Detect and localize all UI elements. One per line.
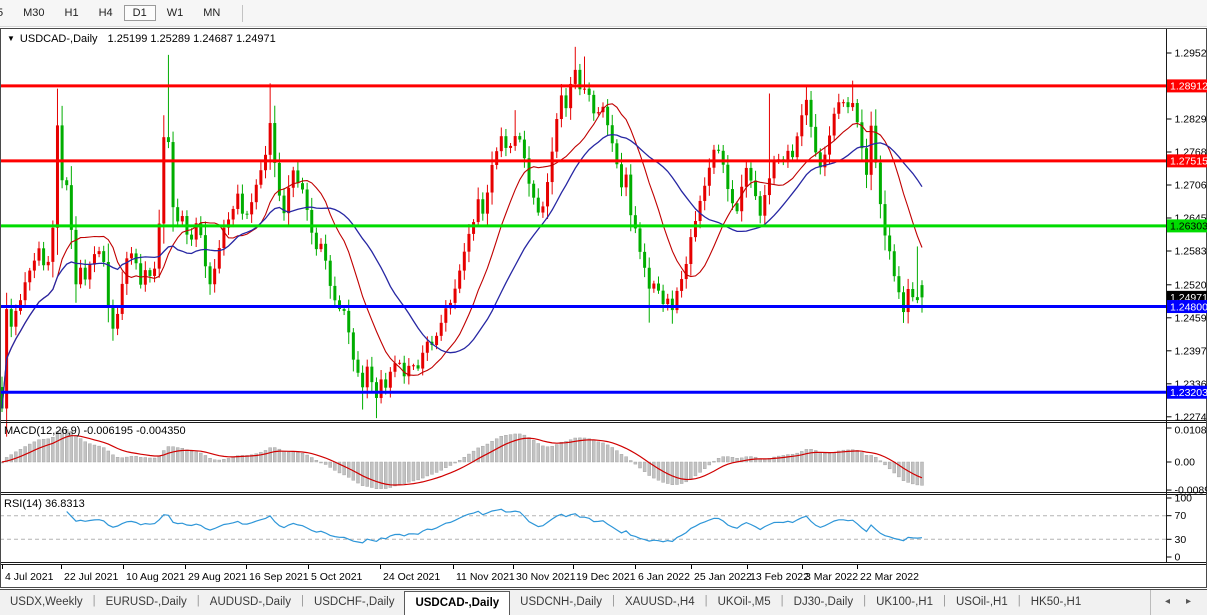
svg-text:16 Sep 2021: 16 Sep 2021	[249, 571, 309, 583]
price-badge-1.28912: 1.28912	[1167, 79, 1207, 93]
svg-text:0.00: 0.00	[1175, 457, 1196, 469]
rsi-line	[66, 508, 923, 544]
timeframe-button-m30[interactable]: M30	[23, 7, 45, 19]
svg-text:1.29525: 1.29525	[1175, 48, 1207, 60]
chart-window: 1.295251.282951.276801.270651.264501.258…	[0, 28, 1207, 615]
tab-scroll-right-icon[interactable]: ▸	[1185, 596, 1191, 607]
timeframe-button-d1[interactable]: D1	[123, 5, 156, 21]
svg-text:30: 30	[1175, 534, 1187, 546]
symbol-tab-usoil-h1[interactable]: USOil-,H1	[955, 596, 1008, 608]
svg-text:1.26303: 1.26303	[1170, 221, 1207, 233]
svg-text:1.28912: 1.28912	[1170, 81, 1207, 93]
svg-text:0: 0	[1175, 552, 1181, 564]
svg-text:1.24800: 1.24800	[1170, 301, 1207, 313]
timeframe-button-mn[interactable]: MN	[203, 7, 221, 19]
moving-average-13	[1, 103, 923, 409]
svg-text:1.23975: 1.23975	[1175, 345, 1207, 357]
tab-scroll-left-icon[interactable]: ◂	[1164, 596, 1170, 607]
tab-scroll-arrows: ◂ ▸	[1149, 590, 1207, 615]
price-badge-1.23203: 1.23203	[1167, 385, 1207, 399]
svg-text:1.28295: 1.28295	[1175, 114, 1207, 126]
svg-text:1.25835: 1.25835	[1175, 246, 1207, 258]
tab-separator: |	[611, 595, 615, 607]
date-axis[interactable]: 4 Jul 2021 22 Jul 2021 10 Aug 2021 29 Aug 2…	[2, 565, 920, 583]
svg-text:19 Dec 2021: 19 Dec 2021	[576, 571, 636, 583]
panel-borders	[0, 28, 1207, 588]
toolbar-divider	[242, 4, 244, 22]
timeframe-toolbar: 5 M30 H1 H4 D1 W1 MN	[0, 0, 1207, 27]
svg-text:-0.008974: -0.008974	[1175, 485, 1207, 497]
svg-text:29 Aug 2021: 29 Aug 2021	[188, 571, 247, 583]
tab-separator: |	[92, 595, 96, 607]
svg-text:5 Oct 2021: 5 Oct 2021	[311, 571, 363, 583]
svg-text:6 Jan 2022: 6 Jan 2022	[638, 571, 690, 583]
symbol-tab-bar: USDX,Weekly | EURUSD-,Daily | AUDUSD-,Daily |…	[0, 589, 1207, 615]
tab-separator: |	[704, 595, 708, 607]
tab-separator: |	[780, 595, 784, 607]
svg-text:70: 70	[1175, 510, 1187, 522]
horizontal-levels-layer	[0, 84, 1167, 394]
svg-text:1.25205: 1.25205	[1175, 279, 1207, 291]
svg-text:13 Feb 2022: 13 Feb 2022	[750, 571, 809, 583]
moving-average-26	[1, 133, 923, 409]
symbol-tab-audusd-daily[interactable]: AUDUSD-,Daily	[209, 596, 291, 608]
svg-text:22 Mar 2022: 22 Mar 2022	[860, 571, 919, 583]
tab-separator: |	[942, 595, 946, 607]
tab-separator: |	[300, 595, 304, 607]
symbol-tab-dj30-daily[interactable]: DJ30-,Daily	[793, 596, 854, 608]
symbol-tab-usdchf-daily[interactable]: USDCHF-,Daily	[313, 596, 395, 608]
symbol-tab-usdcad-daily[interactable]: USDCAD-,Daily	[404, 591, 511, 615]
symbol-tab-usdcnh-daily[interactable]: USDCNH-,Daily	[520, 596, 602, 608]
svg-text:25 Jan 2022: 25 Jan 2022	[694, 571, 752, 583]
price-badge-1.27515: 1.27515	[1167, 154, 1207, 168]
svg-text:22 Jul 2021: 22 Jul 2021	[64, 571, 118, 583]
price-badge-1.24800: 1.24800	[1167, 300, 1207, 313]
svg-text:1.27515: 1.27515	[1170, 156, 1207, 168]
macd-signal-line	[1, 435, 923, 486]
symbol-tab-eurusd-daily[interactable]: EURUSD-,Daily	[105, 596, 187, 608]
timeframe-buttons: 5 M30 H1 H4 D1 W1 MN	[0, 5, 230, 21]
chart-canvas[interactable]: 1.295251.282951.276801.270651.264501.258…	[0, 28, 1207, 589]
svg-text:3 Mar 2022: 3 Mar 2022	[805, 571, 858, 583]
tab-separator: |	[1017, 595, 1021, 607]
symbol-tab-hk50-h1[interactable]: HK50-,H1	[1030, 596, 1082, 608]
svg-text:11 Nov 2021: 11 Nov 2021	[456, 571, 515, 583]
macd-histogram	[0, 429, 924, 489]
symbol-tabs: USDX,Weekly | EURUSD-,Daily | AUDUSD-,Daily |…	[0, 590, 1091, 615]
candles-layer	[0, 46, 924, 437]
symbol-tab-usdx-weekly[interactable]: USDX,Weekly	[10, 596, 83, 608]
timeframe-button-5[interactable]: 5	[0, 7, 4, 19]
symbol-tab-xauusd-h4[interactable]: XAUUSD-,H4	[624, 596, 695, 608]
svg-text:0.010869: 0.010869	[1175, 425, 1207, 437]
tab-separator: |	[196, 595, 200, 607]
svg-text:1.22745: 1.22745	[1175, 411, 1207, 423]
price-badge-1.26303: 1.26303	[1167, 219, 1207, 233]
timeframe-button-h4[interactable]: H4	[98, 7, 113, 19]
timeframe-button-w1[interactable]: W1	[166, 7, 184, 19]
svg-text:24 Oct 2021: 24 Oct 2021	[383, 571, 440, 583]
svg-text:10 Aug 2021: 10 Aug 2021	[126, 571, 185, 583]
svg-text:4 Jul 2021: 4 Jul 2021	[5, 571, 54, 583]
symbol-tab-uk100-h1[interactable]: UK100-,H1	[876, 596, 933, 608]
svg-text:100: 100	[1175, 493, 1193, 505]
timeframe-button-h1[interactable]: H1	[64, 7, 79, 19]
symbol-tab-ukoil-m5[interactable]: UKOil-,M5	[717, 596, 771, 608]
price-axis[interactable]: 1.295251.282951.276801.270651.264501.258…	[1166, 48, 1207, 564]
svg-text:30 Nov 2021: 30 Nov 2021	[516, 571, 576, 583]
svg-text:1.24590: 1.24590	[1175, 312, 1207, 324]
svg-text:1.23203: 1.23203	[1170, 387, 1207, 399]
svg-text:1.27065: 1.27065	[1175, 180, 1207, 192]
tab-separator: |	[863, 595, 867, 607]
